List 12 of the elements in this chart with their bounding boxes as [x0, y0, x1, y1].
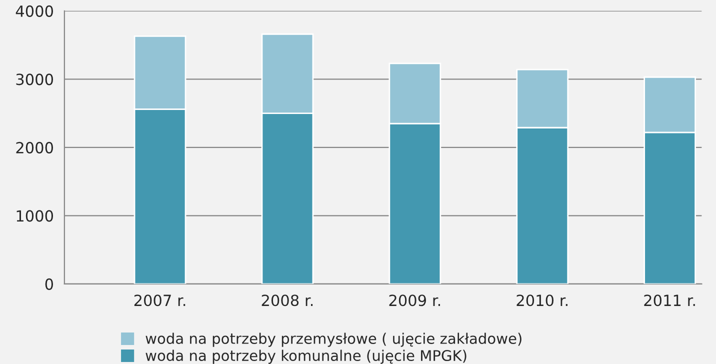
y-tick-label: 3000	[16, 74, 54, 86]
x-tick-label: 2010 r.	[516, 294, 568, 306]
x-tick-label: 2011 r.	[644, 294, 695, 306]
y-tick-label: 1000	[16, 210, 54, 222]
y-tick-label: 4000	[16, 5, 54, 17]
y-tick-label: 2000	[16, 142, 54, 154]
legend-label: woda na potrzeby przemysłowe ( ujęcie zakładowe)	[146, 332, 522, 347]
y-tick-label: 0	[45, 278, 54, 290]
x-tick-label: 2008 r.	[262, 294, 313, 306]
legend-label: woda na potrzeby komunalne (ujęcie MPGK)	[146, 350, 466, 364]
x-tick-label: 2007 r.	[134, 294, 186, 306]
x-tick-label: 2009 r.	[389, 294, 440, 306]
